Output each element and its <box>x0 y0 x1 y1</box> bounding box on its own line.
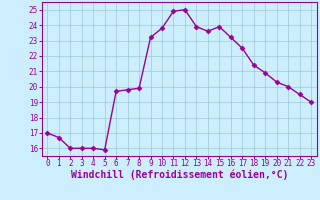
X-axis label: Windchill (Refroidissement éolien,°C): Windchill (Refroidissement éolien,°C) <box>70 170 288 180</box>
